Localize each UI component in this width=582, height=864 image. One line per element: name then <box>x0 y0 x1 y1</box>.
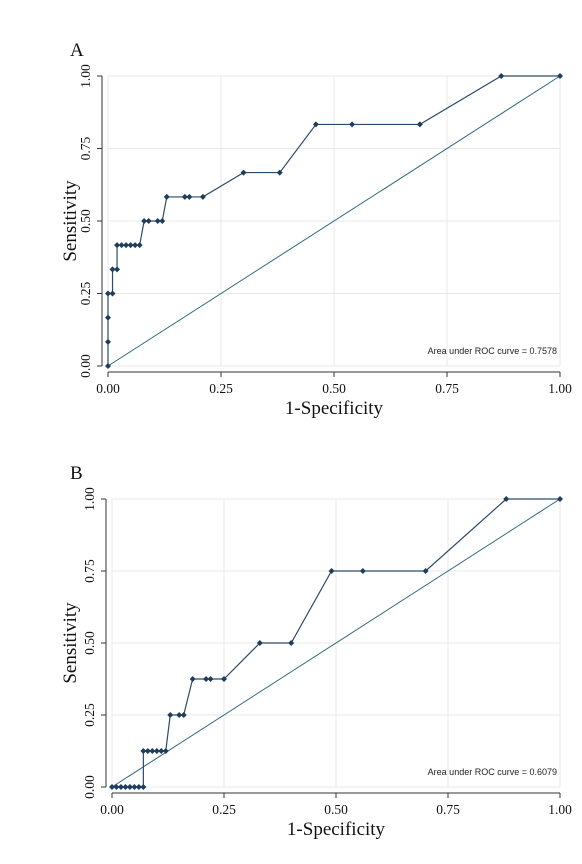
x-axis-title: 1-Specificity <box>285 398 384 419</box>
roc-point <box>132 242 139 249</box>
roc-point <box>105 338 111 345</box>
roc-point <box>498 73 505 79</box>
roc-point <box>186 193 193 200</box>
y-tick-label: 0.50 <box>82 631 97 655</box>
y-tick-label: 0.75 <box>78 136 93 160</box>
roc-point <box>145 218 152 224</box>
roc-point <box>181 193 188 200</box>
roc-point <box>167 712 174 718</box>
y-tick-label: 0.50 <box>78 209 93 233</box>
roc-point <box>359 568 366 574</box>
y-axis-title: Sensitivity <box>60 602 81 684</box>
roc-point <box>131 784 138 790</box>
roc-point <box>123 242 130 249</box>
roc-panel-a: A 0.00 0.25 0.50 0.75 1.00 0.00 0.25 0.50 0.75 1.0… <box>60 40 572 419</box>
roc-point <box>207 676 214 682</box>
roc-point <box>256 640 263 646</box>
roc-point <box>557 496 563 502</box>
roc-point <box>114 266 121 273</box>
roc-point <box>122 784 129 790</box>
roc-point <box>221 676 227 682</box>
roc-point <box>126 784 133 790</box>
x-tick-label: 0.50 <box>324 802 348 817</box>
roc-point <box>117 784 124 790</box>
x-tick-label: 0.25 <box>209 381 233 396</box>
roc-point <box>118 242 125 249</box>
x-tick-label: 1.00 <box>548 802 572 817</box>
roc-point <box>416 121 423 128</box>
roc-point <box>140 784 147 790</box>
roc-point <box>503 496 510 502</box>
roc-point <box>159 218 166 224</box>
roc-point <box>154 218 161 224</box>
reference-diagonal-line <box>111 498 561 788</box>
auc-annotation: Area under ROC curve = 0.6079 <box>428 767 557 777</box>
x-tick-label: 0.00 <box>100 802 124 817</box>
roc-point <box>113 784 120 790</box>
roc-point <box>127 242 134 249</box>
y-tick-label: 0.00 <box>82 775 97 799</box>
roc-point <box>158 748 165 754</box>
roc-point <box>153 748 160 754</box>
y-tick-label: 0.25 <box>82 703 97 727</box>
roc-point <box>276 169 283 176</box>
roc-point <box>105 290 111 297</box>
y-tick-label: 1.00 <box>82 487 97 511</box>
roc-point <box>140 748 147 754</box>
roc-point <box>163 193 170 200</box>
roc-point <box>349 121 356 128</box>
roc-point <box>144 748 151 754</box>
roc-point <box>240 169 247 176</box>
roc-point <box>136 242 143 249</box>
roc-point <box>105 363 111 369</box>
y-axis-title: Sensitivity <box>60 180 81 262</box>
roc-point <box>114 242 121 249</box>
roc-point <box>203 676 210 682</box>
roc-point <box>109 784 115 790</box>
roc-point <box>189 676 196 682</box>
roc-point <box>162 748 169 754</box>
y-tick-label: 0.00 <box>78 354 93 378</box>
roc-point <box>557 73 563 79</box>
panel-label: B <box>70 463 83 484</box>
roc-point <box>105 314 111 321</box>
roc-point <box>141 218 148 224</box>
y-tick-label: 0.25 <box>78 281 93 305</box>
roc-point <box>135 784 142 790</box>
x-tick-label: 0.25 <box>212 802 236 817</box>
x-tick-label: 0.50 <box>322 381 346 396</box>
x-tick-label: 0.75 <box>436 802 460 817</box>
roc-point <box>180 712 187 718</box>
x-tick-label: 1.00 <box>548 381 572 396</box>
roc-point <box>149 748 156 754</box>
roc-point <box>199 193 206 200</box>
roc-point <box>109 290 116 297</box>
roc-point <box>288 640 295 646</box>
reference-diagonal-line <box>107 75 561 367</box>
roc-point <box>109 266 116 273</box>
auc-annotation: Area under ROC curve = 0.7578 <box>428 346 557 356</box>
panel-label: A <box>70 40 84 61</box>
roc-point <box>328 568 335 574</box>
roc-point <box>312 121 319 128</box>
roc-point <box>176 712 183 718</box>
roc-panel-b: B 0.00 0.25 0.50 0.75 1.00 0.00 0.25 0.50 0.75 1.0… <box>60 463 572 840</box>
x-axis-title: 1-Specificity <box>287 819 386 840</box>
y-tick-label: 1.00 <box>78 64 93 88</box>
y-tick-label: 0.75 <box>82 559 97 583</box>
x-tick-label: 0.75 <box>435 381 459 396</box>
roc-point <box>422 568 429 574</box>
x-tick-label: 0.00 <box>96 381 120 396</box>
